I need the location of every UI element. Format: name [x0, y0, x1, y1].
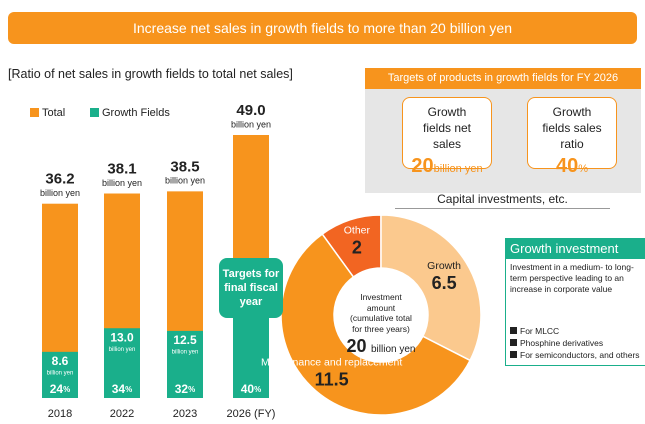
- value-label: 38.5: [170, 158, 199, 175]
- segment-label: Growth: [427, 260, 461, 272]
- bar: [104, 328, 140, 398]
- value-label: 13.0: [110, 330, 134, 344]
- targets-title: Targets of products in growth fields for…: [365, 68, 641, 89]
- target-value: 40: [555, 154, 579, 177]
- ratio-label: 24%: [50, 382, 70, 396]
- target-label: Growth fields net sales: [422, 105, 472, 152]
- ratio-label: 32%: [175, 382, 195, 396]
- growth-title: Growth investment: [505, 238, 645, 259]
- center-unit: billion yen: [371, 344, 416, 355]
- segment-label: Other: [344, 225, 371, 237]
- ratio-value: 40: [241, 382, 255, 396]
- unit-label: billion yen: [172, 349, 199, 355]
- legend-swatch: [30, 108, 39, 117]
- bar: [42, 351, 78, 398]
- pie-center-label: Investment amount (cumulative total for …: [350, 292, 412, 334]
- legend-label: Total: [42, 107, 65, 119]
- bar-chart-title: [Ratio of net sales in growth fields to …: [8, 67, 293, 81]
- unit-label: billion yen: [165, 176, 205, 186]
- x-tick-label: 2026 (FY): [227, 408, 276, 420]
- value-label: 12.5: [173, 333, 197, 347]
- value-label: 36.2: [45, 171, 74, 188]
- pie-segment: [380, 214, 482, 362]
- unit-label: billion yen: [231, 119, 271, 129]
- x-tick-label: 2018: [48, 408, 72, 420]
- pie-center-value: 20 billion yen: [340, 336, 422, 357]
- segment-value: 6.5: [432, 273, 457, 293]
- ratio-unit: %: [188, 385, 195, 394]
- ratio-label: 34%: [112, 382, 132, 396]
- ratio-value: 24: [50, 382, 64, 396]
- legend-label: Growth Fields: [102, 107, 170, 119]
- ratio-value: 32: [175, 382, 189, 396]
- x-tick-label: 2022: [110, 408, 134, 420]
- target-box: Growth fields sales ratio 40%: [527, 97, 617, 177]
- ratio-unit: %: [63, 385, 70, 394]
- pie-title: Capital investments, etc.: [395, 192, 610, 209]
- target-box: Growth fields net sales 20billion yen: [402, 97, 492, 177]
- pie-segment: [280, 233, 472, 416]
- unit-label: billion yen: [102, 178, 142, 188]
- value-label: 49.0: [236, 102, 265, 119]
- growth-item: For semiconductors, and others: [510, 350, 640, 360]
- ratio-unit: %: [254, 385, 261, 394]
- unit-label: billion yen: [40, 188, 80, 198]
- ratio-label: 40%: [241, 382, 261, 396]
- segment-label: Maintenance and replacement: [261, 357, 402, 369]
- growth-text: Investment in a medium- to long-term per…: [510, 262, 634, 295]
- growth-item: For MLCC: [510, 326, 559, 336]
- target-unit: %: [578, 162, 589, 175]
- value-label: 8.6: [52, 354, 69, 368]
- target-value: 20: [411, 154, 434, 177]
- unit-label: billion yen: [47, 370, 74, 376]
- growth-item: Phosphine derivatives: [510, 338, 603, 348]
- legend-swatch: [90, 108, 99, 117]
- target-label: Growth fields sales ratio: [542, 105, 602, 152]
- unit-label: billion yen: [109, 347, 136, 353]
- x-tick-label: 2023: [173, 408, 197, 420]
- ratio-value: 34: [112, 382, 126, 396]
- segment-value: 2: [352, 238, 362, 258]
- banner: Increase net sales in growth fields to m…: [8, 12, 637, 44]
- bar: [167, 330, 203, 398]
- center-value: 20: [346, 336, 367, 356]
- value-label: 38.1: [107, 160, 136, 177]
- segment-value: 11.5: [315, 370, 349, 390]
- annotation: Targets for final fiscal year: [219, 258, 283, 318]
- ratio-unit: %: [125, 385, 132, 394]
- target-unit: billion yen: [433, 162, 483, 175]
